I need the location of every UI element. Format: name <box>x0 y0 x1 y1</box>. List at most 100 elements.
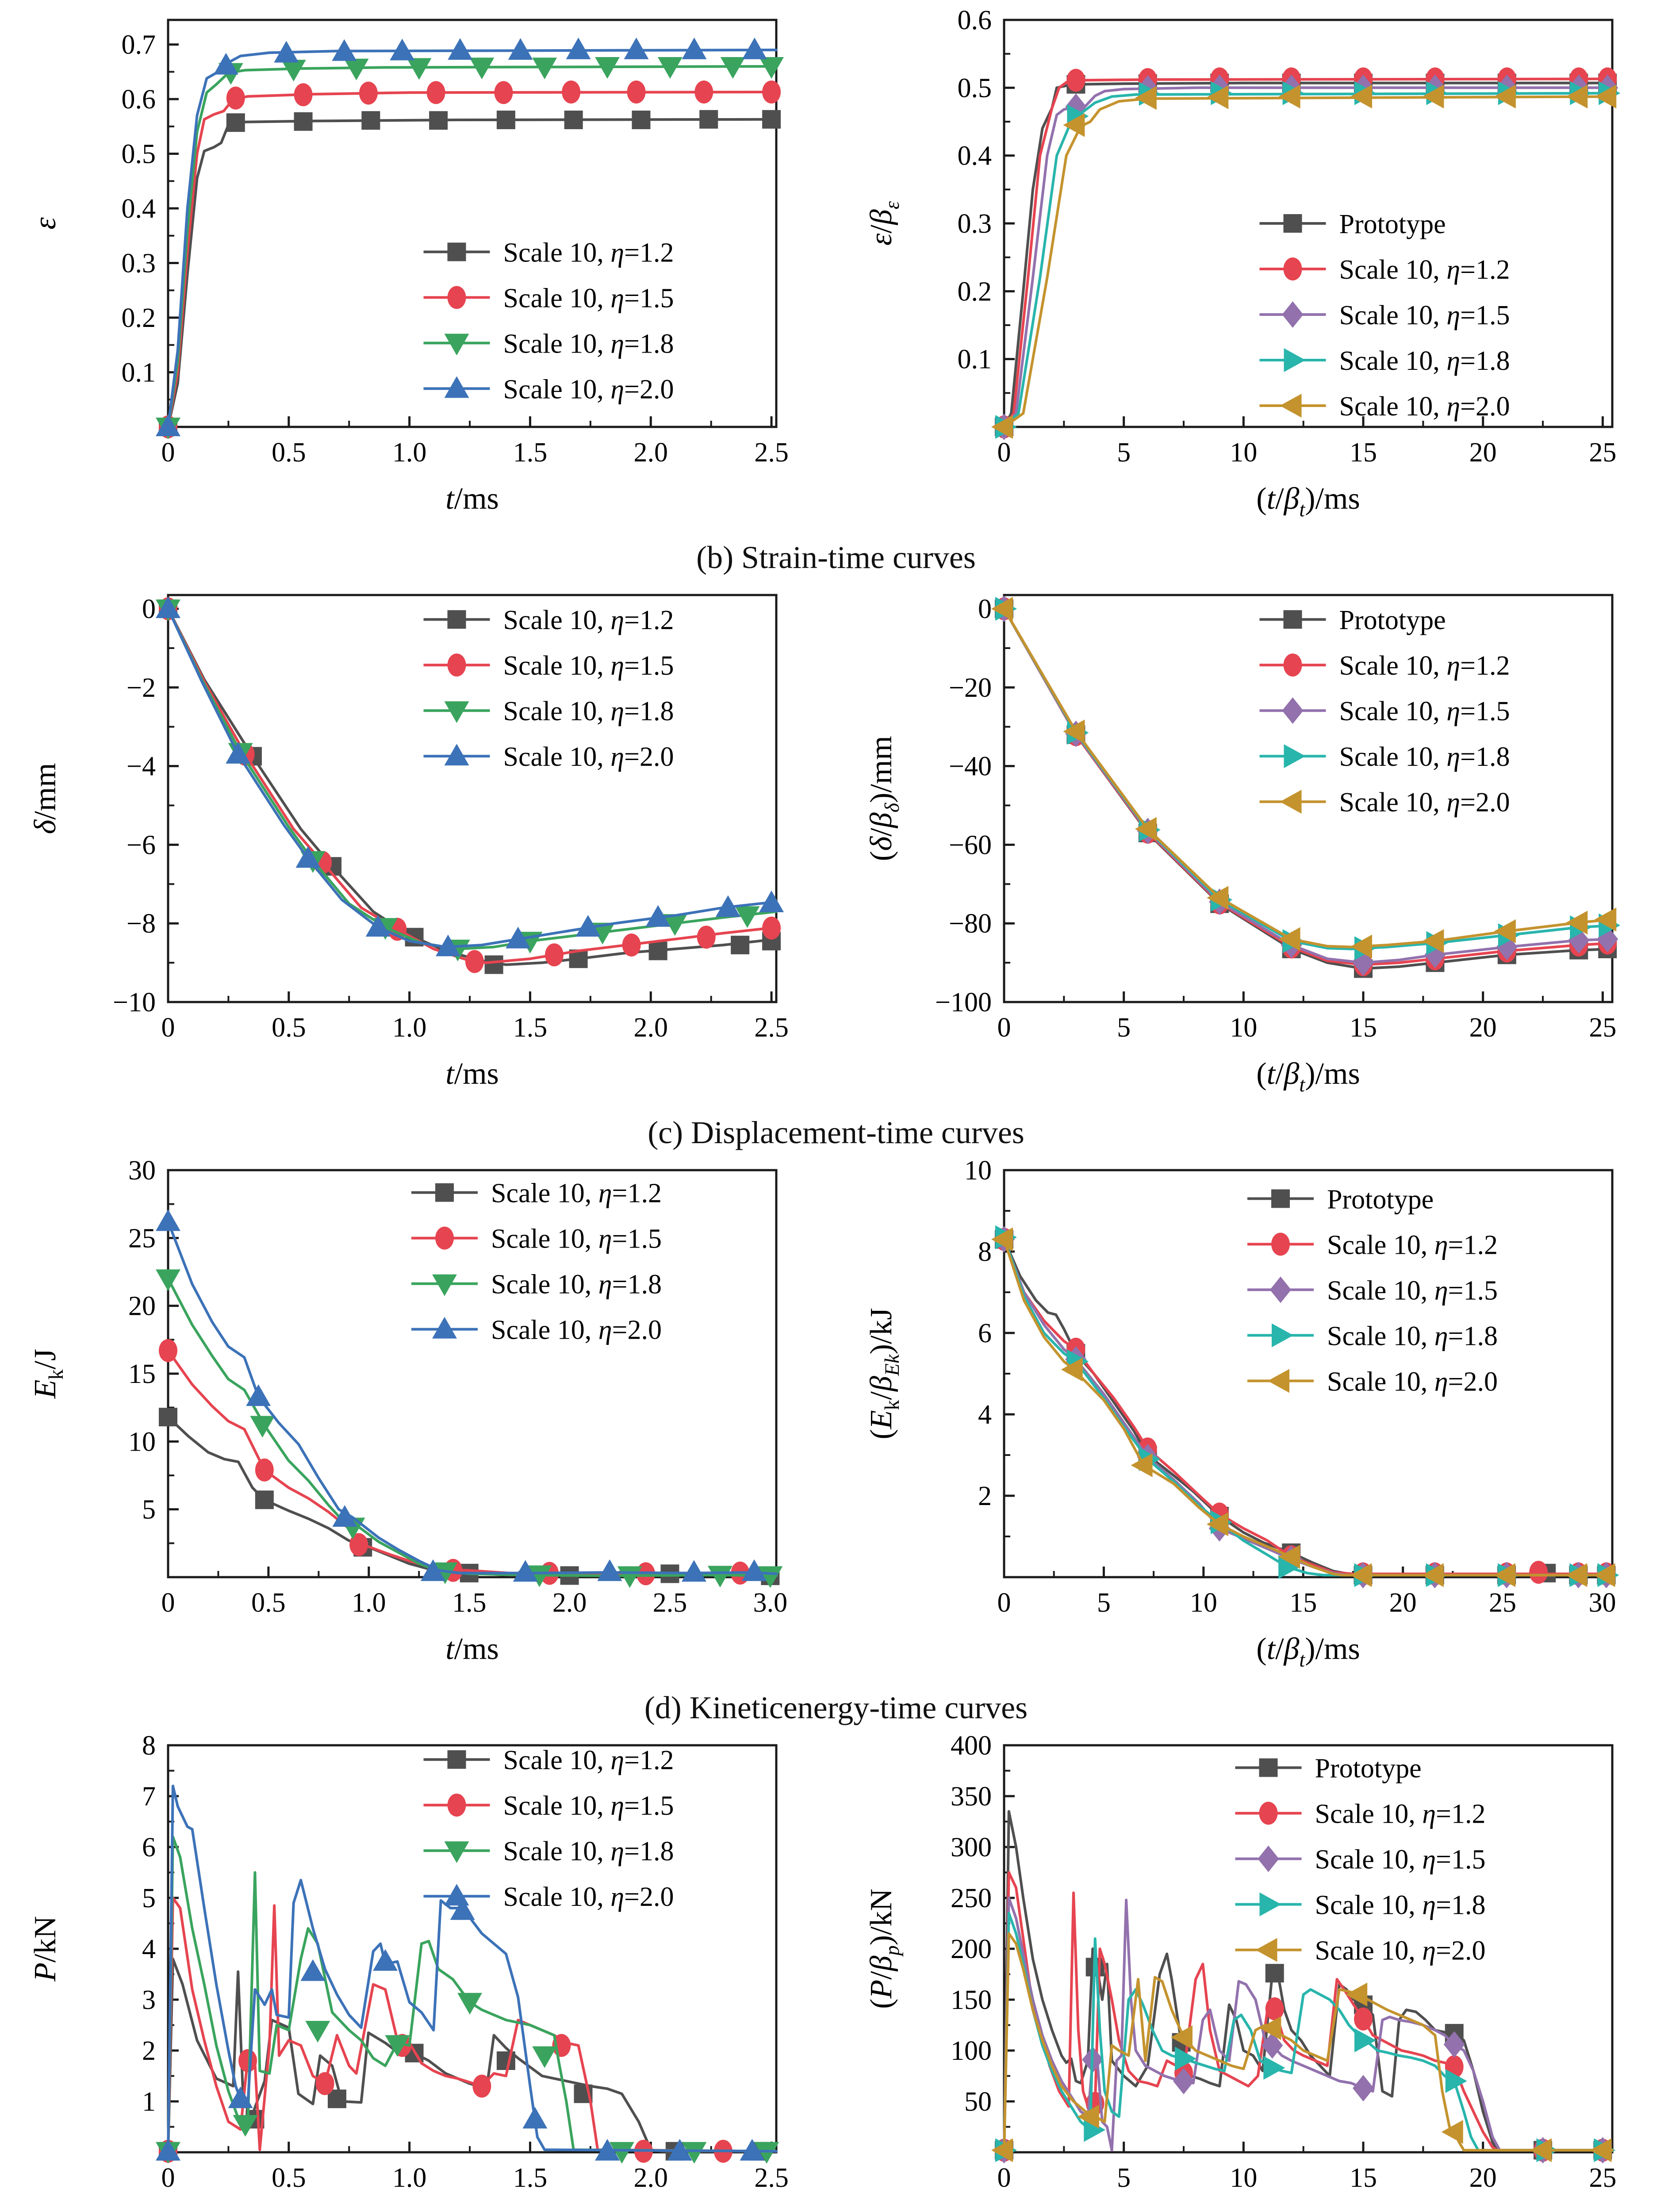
x-tick-label: 0.5 <box>272 2163 306 2193</box>
series-line <box>1003 1871 1614 2154</box>
series-line <box>1003 92 1614 428</box>
y-tick-label: 4 <box>978 1400 992 1430</box>
marker-circle <box>294 83 313 107</box>
x-tick-label: 1.0 <box>392 1013 427 1043</box>
marker-triangle-left <box>1131 1453 1153 1477</box>
marker-diamond <box>1282 697 1304 724</box>
x-tick-label: 25 <box>1589 2163 1616 2193</box>
marker-triangle-down <box>432 1274 457 1296</box>
legend-label: Scale 10, η=1.5 <box>491 1224 662 1254</box>
x-tick-label: 15 <box>1350 438 1377 468</box>
legend-label: Scale 10, η=2.0 <box>491 1315 662 1345</box>
marker-triangle-up <box>597 1559 622 1581</box>
marker-triangle-up <box>444 376 469 398</box>
series-line <box>1003 1912 1614 2154</box>
marker-triangle-left <box>991 415 1013 439</box>
legend-label: Scale 10, η=1.8 <box>1327 1321 1498 1351</box>
marker-triangle-down <box>532 2046 557 2068</box>
marker-circle <box>159 1339 177 1362</box>
series-line <box>1003 607 1614 950</box>
plot-border <box>167 1169 778 1578</box>
series-line <box>1003 607 1614 966</box>
marker-triangle-right <box>1445 2069 1467 2093</box>
marker-triangle-right <box>1284 744 1306 768</box>
y-tick-label: 0.3 <box>958 209 992 239</box>
series-line <box>167 48 778 428</box>
marker-triangle-up <box>575 915 601 937</box>
figure-row-e: 0 0.5 1.0 1.5 2.0 2.5 1 2 3 4 5 6 7 8 t/ms P/kN Scale 10… <box>0 1725 1672 2212</box>
marker-triangle-up <box>246 1384 271 1406</box>
marker-circle <box>426 81 445 104</box>
x-tick-label: 5 <box>1117 1013 1131 1043</box>
marker-triangle-up <box>450 1898 475 1920</box>
marker-triangle-up <box>274 41 299 63</box>
chart-strain-left: 0 0.5 1.0 1.5 2.0 2.5 0.1 0.2 0.3 0.4 0.5 0.6 0.7 t/m… <box>28 19 789 516</box>
marker-diamond <box>1258 1845 1279 1872</box>
marker-triangle-down <box>469 58 495 80</box>
y-tick-label: 0.4 <box>122 194 156 224</box>
legend-label: Scale 10, η=1.2 <box>491 1179 662 1209</box>
marker-square <box>1265 1964 1284 1983</box>
marker-triangle-down <box>609 2142 634 2164</box>
marker-circle <box>1283 257 1302 280</box>
marker-square <box>496 110 515 129</box>
x-tick-label: 30 <box>1588 1588 1616 1618</box>
marker-diamond <box>1270 1276 1291 1303</box>
marker-triangle-down <box>156 1269 180 1291</box>
marker-triangle-down <box>233 2115 258 2137</box>
marker-triangle-down <box>406 58 432 80</box>
y-tick-label: 7 <box>142 1782 156 1812</box>
marker-triangle-down <box>662 914 687 936</box>
y-tick-label: 0.5 <box>122 139 156 169</box>
x-tick-label: 15 <box>1289 1588 1317 1618</box>
y-tick-label: −100 <box>935 987 992 1018</box>
marker-triangle-left <box>1077 2104 1099 2129</box>
chart-kinetic-energy-right: 0 5 10 15 20 25 30 2 4 6 8 10 (t/βt)/ms (Ek/βEk)/kJ Pr… <box>864 1156 1619 1671</box>
row-b-charts: 0 0.5 1.0 1.5 2.0 2.5 0.1 0.2 0.3 0.4 0.5 0.6 0.7 t/m… <box>0 0 1672 544</box>
marker-triangle-left <box>1595 907 1617 932</box>
marker-triangle-left <box>1595 84 1617 109</box>
legend-label: Scale 10, η=2.0 <box>503 1882 674 1912</box>
marker-triangle-right <box>1175 2047 1197 2071</box>
marker-triangle-down <box>444 1841 469 1863</box>
y-tick-label: 400 <box>951 1731 992 1761</box>
y-tick-label: 6 <box>978 1318 992 1348</box>
marker-triangle-down <box>735 906 760 928</box>
x-tick-label: 2.0 <box>552 1588 587 1618</box>
marker-triangle-left <box>1063 719 1085 744</box>
x-tick-label: 2.0 <box>634 438 668 468</box>
chart-displacement-right: 0 5 10 15 20 25 0 −20 −40 −60 −80 −100 (t/βt)/ms (δ/β… <box>864 594 1621 1096</box>
marker-square <box>1259 1758 1278 1777</box>
marker-triangle-down <box>657 57 683 79</box>
marker-circle <box>1066 69 1085 92</box>
marker-triangle-left <box>1350 84 1373 109</box>
x-tick-label: 0 <box>161 2163 175 2193</box>
x-axis-label: t/ms <box>445 1632 499 1666</box>
marker-circle <box>494 81 513 104</box>
x-tick-label: 1.5 <box>513 438 548 468</box>
marker-diamond <box>1173 2068 1195 2094</box>
y-tick-label: −60 <box>949 830 992 860</box>
marker-triangle-up <box>522 2107 548 2129</box>
marker-triangle-right <box>1278 1555 1300 1579</box>
chart-kinetic-energy-left: 0 0.5 1.0 1.5 2.0 2.5 3.0 5 10 15 20 25 30 t/ms Ek/J Sc… <box>28 1156 787 1666</box>
marker-triangle-up <box>228 2086 253 2108</box>
marker-circle <box>1265 1997 1284 2020</box>
x-tick-label: 20 <box>1469 438 1497 468</box>
marker-circle <box>359 81 378 105</box>
legend-label: Scale 10, η=1.8 <box>1339 346 1510 376</box>
plot-border <box>167 19 778 428</box>
y-tick-label: 300 <box>951 1832 992 1863</box>
x-tick-label: 10 <box>1230 438 1257 468</box>
plot-border <box>167 594 778 1003</box>
x-tick-label: 5 <box>1117 2163 1131 2193</box>
y-tick-label: 0.4 <box>958 141 992 171</box>
x-tick-label: 0 <box>997 1588 1011 1618</box>
marker-square <box>447 610 466 629</box>
x-tick-label: 10 <box>1230 1013 1257 1043</box>
marker-triangle-down <box>433 1562 458 1584</box>
marker-circle <box>694 81 713 104</box>
series-line <box>1003 1238 1614 1577</box>
marker-triangle-up <box>156 1209 180 1231</box>
